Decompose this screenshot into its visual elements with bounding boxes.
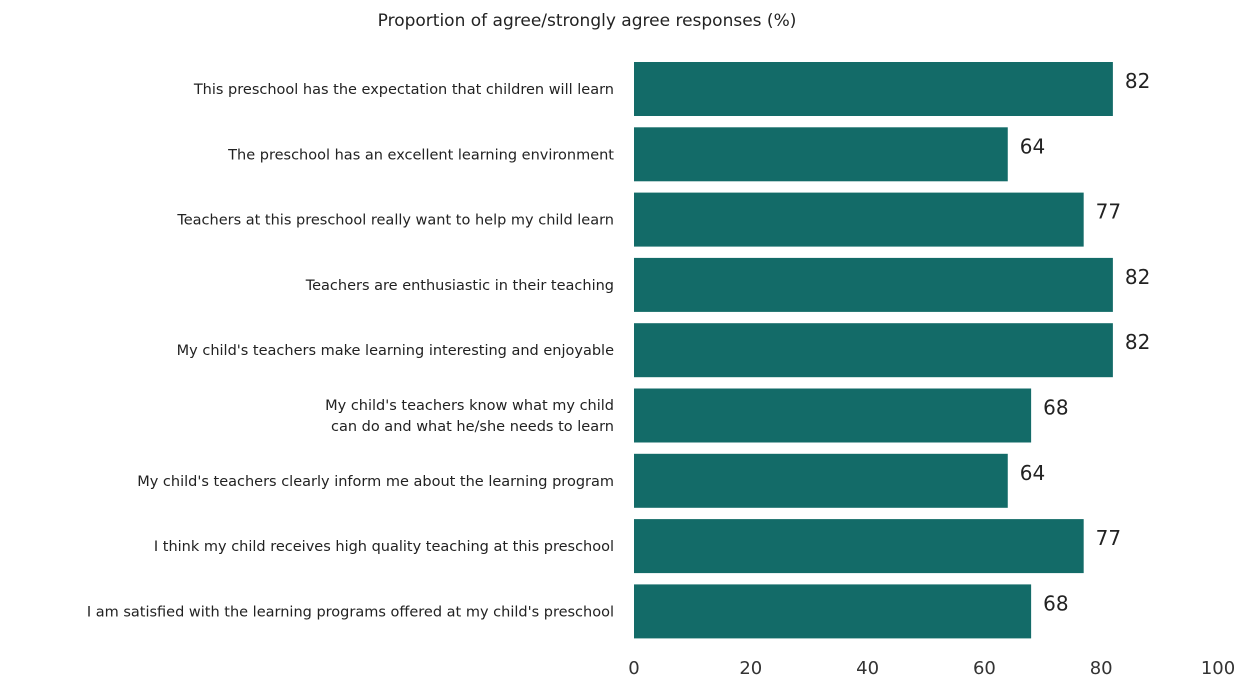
category-label-line: My child's teachers know what my child bbox=[325, 398, 614, 414]
category-label-line: I am satisfied with the learning program… bbox=[87, 604, 614, 620]
bar bbox=[634, 127, 1008, 182]
bar-value-label: 77 bbox=[1096, 526, 1121, 550]
category-label-line: I think my child receives high quality t… bbox=[154, 539, 614, 555]
bar-value-label: 82 bbox=[1125, 330, 1150, 354]
category-label-line: My child's teachers make learning intere… bbox=[177, 343, 614, 359]
bar-value-label: 77 bbox=[1096, 200, 1121, 224]
category-label-line: Teachers at this preschool really want t… bbox=[176, 213, 614, 229]
category-label-line: This preschool has the expectation that … bbox=[193, 82, 614, 98]
x-tick-label: 60 bbox=[973, 658, 996, 679]
value-labels-group: 82 64 77 82 82 68 64 77 68 bbox=[1020, 69, 1151, 615]
x-tick-label: 20 bbox=[739, 658, 762, 679]
bar bbox=[634, 388, 1032, 443]
bar bbox=[634, 192, 1084, 247]
category-label: I think my child receives high quality t… bbox=[154, 539, 614, 555]
x-axis-ticks-group: 0 20 40 60 80 100 bbox=[628, 658, 1235, 679]
category-label-line: The preschool has an excellent learning … bbox=[227, 147, 614, 163]
x-tick-label: 40 bbox=[856, 658, 879, 679]
category-label-line: Teachers are enthusiastic in their teach… bbox=[305, 278, 614, 294]
bars-group bbox=[634, 62, 1113, 639]
bar-value-label: 68 bbox=[1043, 591, 1068, 615]
category-label: I am satisfied with the learning program… bbox=[87, 604, 614, 620]
bar bbox=[634, 519, 1084, 574]
x-tick-label: 100 bbox=[1201, 658, 1235, 679]
category-label: Teachers are enthusiastic in their teach… bbox=[305, 278, 614, 294]
x-tick-label: 0 bbox=[628, 658, 639, 679]
category-label: My child's teachers clearly inform me ab… bbox=[137, 474, 614, 490]
chart-title: Proportion of agree/strongly agree respo… bbox=[378, 11, 797, 31]
category-label: My child's teachers know what my child ca… bbox=[325, 398, 614, 435]
bar bbox=[634, 62, 1113, 116]
category-label: Teachers at this preschool really want t… bbox=[176, 213, 614, 229]
x-tick-label: 80 bbox=[1090, 658, 1113, 679]
bar bbox=[634, 584, 1032, 639]
bar-value-label: 82 bbox=[1125, 69, 1150, 93]
bar bbox=[634, 257, 1113, 312]
bar bbox=[634, 453, 1008, 508]
category-label-line: can do and what he/she needs to learn bbox=[331, 419, 614, 435]
bar-value-label: 82 bbox=[1125, 265, 1150, 289]
category-label: This preschool has the expectation that … bbox=[193, 82, 614, 98]
bar-value-label: 64 bbox=[1020, 461, 1045, 485]
category-label: The preschool has an excellent learning … bbox=[227, 147, 614, 163]
bar bbox=[634, 323, 1113, 378]
bar-value-label: 64 bbox=[1020, 134, 1045, 158]
category-label: My child's teachers make learning intere… bbox=[177, 343, 614, 359]
bar-value-label: 68 bbox=[1043, 396, 1068, 420]
category-labels-group: This preschool has the expectation that … bbox=[87, 82, 614, 620]
category-label-line: My child's teachers clearly inform me ab… bbox=[137, 474, 614, 490]
